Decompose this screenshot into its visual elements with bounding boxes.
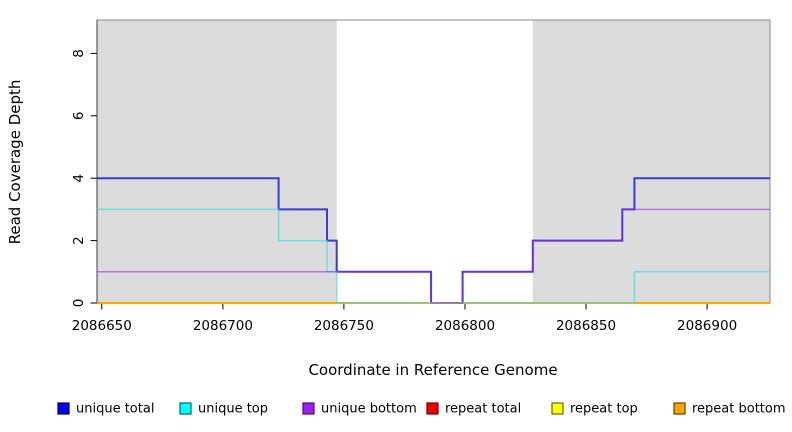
legend-item: unique bottom (302, 402, 417, 417)
series-line-unique-bottom (97, 208, 770, 304)
y-tick-label: 0 (71, 299, 87, 308)
legend-label: repeat total (445, 402, 521, 417)
x-tick-label: 2086800 (435, 318, 495, 334)
shaded-region (97, 20, 337, 303)
legend-swatch-unique-total (57, 402, 70, 415)
legend-label: repeat bottom (692, 402, 786, 417)
y-tick-label: 4 (71, 174, 87, 183)
y-tick-label: 8 (71, 49, 87, 58)
x-tick-label: 2086750 (314, 318, 374, 334)
legend-label: repeat top (570, 402, 638, 417)
legend-item: unique top (179, 402, 268, 417)
legend-label: unique total (76, 402, 154, 417)
legend-item: unique total (57, 402, 154, 417)
legend-label: unique top (198, 402, 268, 417)
legend-label: unique bottom (321, 402, 417, 417)
legend-swatch-repeat-top (551, 402, 564, 415)
y-tick-label: 6 (71, 112, 87, 121)
series-lines (97, 177, 770, 304)
x-tick-label: 2086700 (193, 318, 253, 334)
x-tick-label: 2086650 (72, 318, 132, 334)
y-tick-label: 2 (71, 236, 87, 245)
legend-item: repeat bottom (673, 402, 786, 417)
legend-swatch-repeat-bottom (673, 402, 686, 415)
shaded-region (532, 20, 770, 303)
x-axis-title: Coordinate in Reference Genome (308, 361, 557, 379)
legend-swatch-unique-bottom (302, 402, 315, 415)
shaded-bands (97, 20, 770, 303)
x-tick-label: 2086900 (677, 318, 737, 334)
legend-swatch-unique-top (179, 402, 192, 415)
tick-labels: 2086650 2086700 2086750 2086800 2086850 20869… (71, 49, 737, 334)
y-axis-title: Read Coverage Depth (6, 80, 24, 245)
legend-item: repeat total (426, 402, 521, 417)
legend: unique total unique top unique bottom repea… (57, 402, 786, 417)
x-tick-label: 2086850 (556, 318, 616, 334)
legend-item: repeat top (551, 402, 638, 417)
legend-swatch-repeat-total (426, 402, 439, 415)
